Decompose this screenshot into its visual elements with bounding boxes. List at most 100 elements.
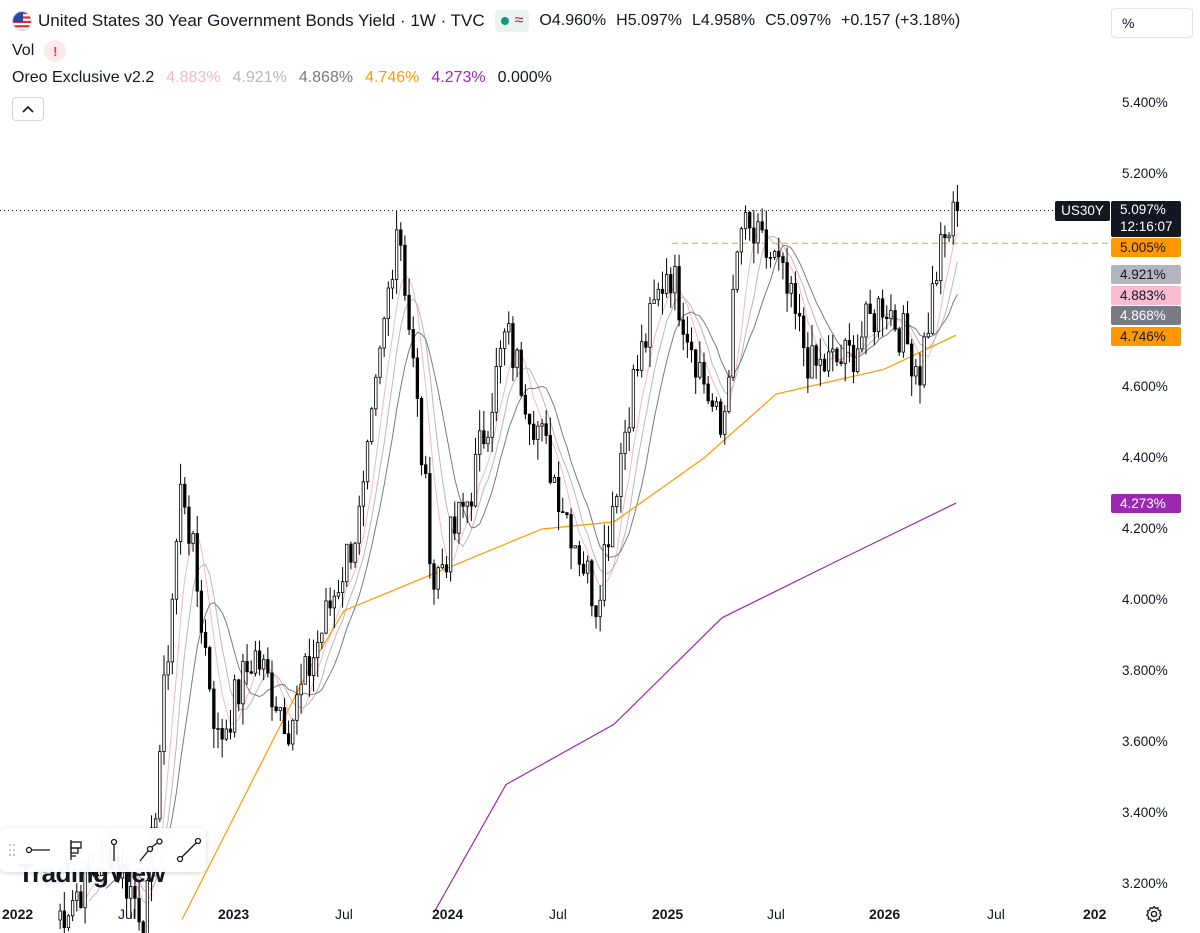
- indicator-name[interactable]: Oreo Exclusive v2.2: [12, 69, 155, 86]
- time-month-label: Jul: [549, 906, 567, 922]
- moving-average-lines: [76, 226, 958, 920]
- ohlc-item: L4.958%: [692, 12, 755, 30]
- us-flag-icon: [12, 11, 32, 31]
- volume-label[interactable]: Vol: [12, 42, 35, 59]
- time-month-label: Jul: [767, 906, 785, 922]
- candle-body: [835, 348, 839, 363]
- candle-body: [573, 545, 577, 549]
- symbol-title[interactable]: United States 30 Year Government Bonds Y…: [38, 11, 485, 30]
- candle-body: [370, 408, 374, 442]
- candle-body: [910, 343, 914, 377]
- candle-body: [822, 358, 827, 372]
- candle-body: [818, 358, 822, 366]
- candle-body: [407, 294, 411, 330]
- ma-price-tag: 4.921%: [1111, 265, 1181, 284]
- candle-body: [195, 533, 199, 592]
- candle-body: [640, 341, 644, 371]
- candle-body: [515, 349, 519, 369]
- candle-body: [316, 642, 320, 659]
- candle-body: [386, 287, 390, 319]
- candle-body: [519, 349, 523, 396]
- candle-body: [561, 511, 565, 514]
- candle-body: [332, 595, 336, 609]
- ohlc-value: 4.960%: [551, 12, 607, 29]
- candle-body: [411, 329, 415, 359]
- indicator-value: 4.746%: [365, 69, 420, 86]
- candle-body: [228, 728, 233, 733]
- candle-body: [340, 581, 345, 594]
- candle-body: [187, 506, 191, 544]
- candle-body: [511, 323, 515, 369]
- candle-body: [901, 313, 906, 353]
- candle-body: [307, 656, 312, 677]
- candle-body: [166, 661, 170, 676]
- candle-body: [876, 298, 881, 333]
- candle-body: [502, 331, 507, 349]
- candle-body: [831, 348, 835, 353]
- candle-body: [864, 303, 868, 338]
- time-year-label: 202: [1083, 906, 1107, 922]
- candle-body: [432, 563, 436, 590]
- trend-line-tool[interactable]: [172, 832, 206, 868]
- candle-body: [677, 266, 681, 321]
- horizontal-ray-icon: [25, 846, 51, 854]
- path-tool[interactable]: [135, 832, 169, 868]
- chart-settings-button[interactable]: [1144, 904, 1164, 924]
- candle-body: [706, 383, 710, 402]
- candle-body: [635, 369, 640, 371]
- horizontal-ray-tool[interactable]: [21, 832, 55, 868]
- candle-body: [606, 544, 611, 548]
- candle-body: [889, 310, 893, 320]
- candle-body: [245, 661, 249, 673]
- market-open-dot-icon: [500, 17, 509, 25]
- candle-body: [428, 473, 432, 565]
- percent-scale-button[interactable]: %: [1111, 8, 1193, 38]
- candle-body: [191, 533, 195, 544]
- price-tick-label: 3.800%: [1122, 663, 1168, 678]
- candle-body: [615, 496, 619, 507]
- collapse-legend-button[interactable]: [12, 97, 44, 121]
- candle-body: [482, 430, 486, 445]
- candle-body: [548, 435, 552, 483]
- price-tick-label: 5.400%: [1122, 95, 1168, 110]
- candle-body: [789, 283, 793, 294]
- candle-body: [914, 366, 918, 377]
- candle-body: [860, 336, 864, 350]
- candle-body: [868, 303, 872, 314]
- candle-body: [324, 600, 328, 634]
- vertical-line-tool[interactable]: [97, 832, 131, 868]
- candle-body: [544, 423, 548, 436]
- price-tick-label: 3.600%: [1122, 734, 1168, 749]
- candle-body: [702, 362, 706, 385]
- gear-icon: [1146, 905, 1162, 923]
- candle-body: [378, 347, 382, 378]
- candle-body: [262, 659, 266, 670]
- candle-body: [756, 221, 760, 244]
- candle-body: [718, 401, 723, 435]
- candle-body: [586, 560, 590, 574]
- warning-icon[interactable]: !: [44, 40, 67, 62]
- long-position-tool[interactable]: [59, 832, 93, 868]
- ma-orange-line: [181, 334, 957, 920]
- time-year-label: 2026: [869, 906, 901, 922]
- ohlc-item: C5.097%: [765, 12, 831, 30]
- candle-body: [727, 376, 731, 412]
- candle-body: [610, 506, 615, 548]
- candle-body: [79, 891, 83, 909]
- candle-body: [274, 706, 278, 712]
- candle-body: [457, 501, 461, 534]
- symbol-tag: US30Y: [1055, 201, 1110, 221]
- candle-body: [602, 544, 606, 601]
- market-status-pill[interactable]: ≈: [494, 10, 530, 32]
- candle-body: [926, 332, 930, 338]
- candle-body: [739, 228, 744, 253]
- candle-body: [536, 425, 540, 440]
- drag-handle-icon[interactable]: [6, 832, 17, 868]
- candle-body: [627, 427, 631, 433]
- price-tick-label: 3.400%: [1122, 805, 1168, 820]
- candle-body: [278, 707, 282, 712]
- candle-body: [390, 279, 395, 289]
- candle-body: [918, 366, 922, 386]
- candle-body: [95, 874, 100, 877]
